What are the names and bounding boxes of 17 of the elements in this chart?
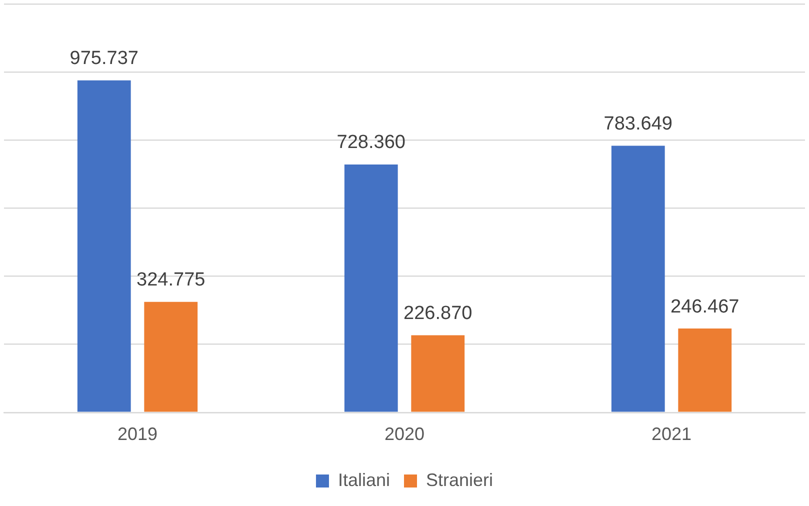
- bar: [144, 302, 198, 412]
- data-label: 975.737: [70, 48, 138, 70]
- x-tick-label: 2021: [651, 424, 692, 444]
- data-label: 783.649: [604, 113, 672, 134]
- bar: [611, 146, 665, 412]
- x-tick-label: 2020: [384, 424, 425, 444]
- legend-label: Italiani: [338, 470, 390, 490]
- legend-label: Stranieri: [426, 470, 494, 490]
- bar: [411, 335, 465, 412]
- x-tick-label: 2019: [117, 424, 158, 444]
- bar: [77, 80, 131, 412]
- data-label: 246.467: [670, 296, 740, 318]
- bar: [678, 328, 732, 412]
- data-label: 324.775: [136, 270, 206, 291]
- data-label: 728.360: [336, 132, 406, 154]
- data-label: 226.870: [404, 302, 472, 324]
- bar: [344, 164, 398, 412]
